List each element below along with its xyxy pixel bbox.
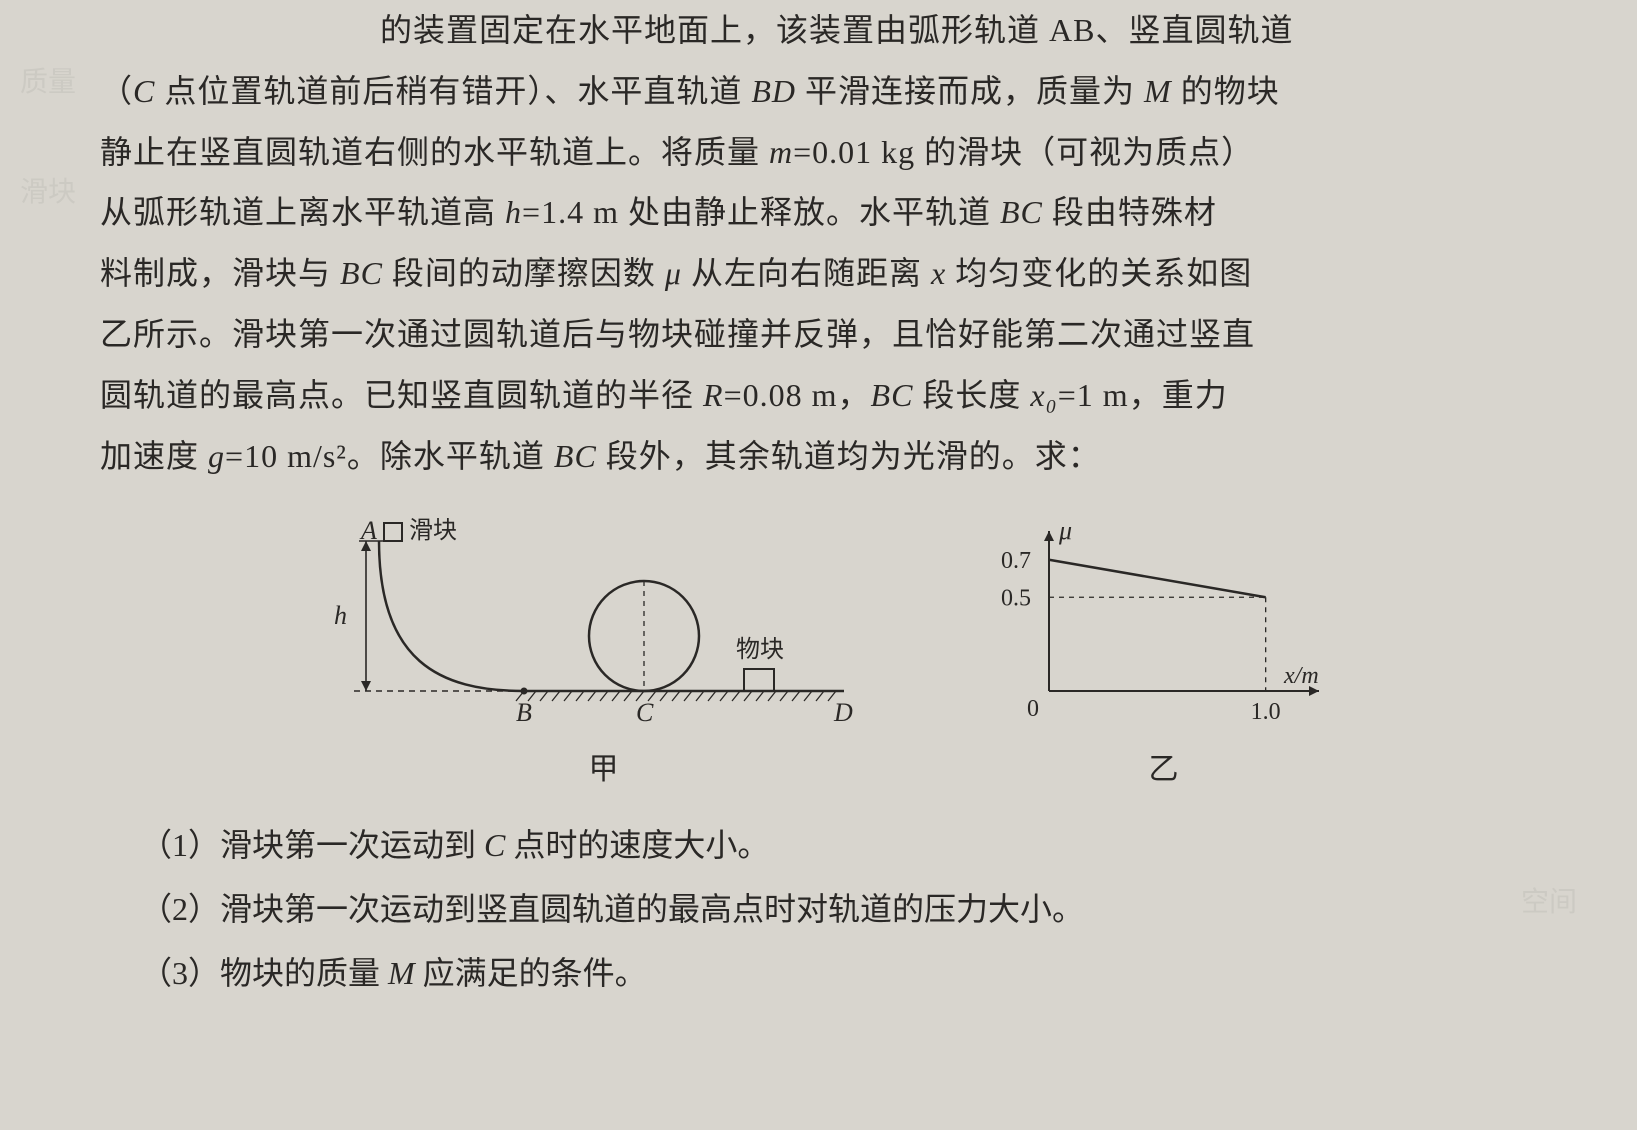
l4c: 段由特殊材 [1043, 194, 1217, 230]
svg-text:0.5: 0.5 [1001, 586, 1031, 612]
l5d: 均匀变化的关系如图 [946, 255, 1252, 291]
ghost-text: 滑块 [20, 170, 76, 210]
q1b: 点时的速度大小。 [505, 827, 769, 863]
svg-text:μ: μ [1058, 521, 1072, 545]
svg-text:0: 0 [1027, 696, 1039, 722]
sym-M: M [1144, 73, 1172, 109]
q3-M: M [388, 955, 415, 991]
l2b: 点位置轨道前后稍有错开）、水平直轨道 [155, 73, 751, 109]
l7a: 圆轨道的最高点。已知竖直圆轨道的半径 [100, 377, 703, 413]
svg-text:D: D [833, 698, 853, 727]
l8a: 加速度 [100, 438, 208, 474]
sym-BC2: BC [340, 255, 383, 291]
l7b: =0.08 m， [724, 377, 871, 413]
question-3: （3）物块的质量 M 应满足的条件。 [140, 941, 1577, 1005]
l7d: =1 m，重力 [1058, 377, 1228, 413]
l7c: 段长度 [913, 377, 1030, 413]
sym-R: R [703, 377, 724, 413]
sym-BC: BC [1000, 194, 1043, 230]
sym-x0: x₀ [1030, 377, 1057, 413]
q1a: （1）滑块第一次运动到 [140, 827, 484, 863]
svg-text:A: A [359, 516, 377, 545]
ghost-text: 质量 [20, 60, 76, 100]
question-2: （2）滑块第一次运动到竖直圆轨道的最高点时对轨道的压力大小。 [140, 877, 1577, 941]
sym-C: C [133, 73, 155, 109]
svg-text:C: C [636, 698, 654, 727]
diagram-1-caption: 甲 [324, 744, 884, 788]
sym-mu: μ [665, 255, 682, 291]
sym-g: g [208, 438, 225, 474]
diagrams-row: A 滑块 h B C D 物块 甲 0.7 0.5 0 1.0 μ x/m 乙 [100, 501, 1577, 788]
l3a: 静止在竖直圆轨道右侧的水平轨道上。将质量 [100, 134, 769, 170]
l8c: 段外，其余轨道均为光滑的。求： [597, 438, 1101, 474]
q3b: 应满足的条件。 [415, 955, 647, 991]
svg-text:1.0: 1.0 [1250, 699, 1280, 725]
svg-text:0.7: 0.7 [1001, 548, 1031, 574]
l4a: 从弧形轨道上离水平轨道高 [100, 194, 505, 230]
diagram-2-caption: 乙 [974, 744, 1354, 788]
questions-block: （1）滑块第一次运动到 C 点时的速度大小。 （2）滑块第一次运动到竖直圆轨道的… [100, 813, 1577, 1005]
sym-BC3: BC [871, 377, 914, 413]
l5b: 段间的动摩擦因数 [383, 255, 665, 291]
l6: 乙所示。滑块第一次通过圆轨道后与物块碰撞并反弹，且恰好能第二次通过竖直 [100, 316, 1255, 352]
svg-text:x/m: x/m [1283, 663, 1319, 689]
problem-text: 的装置固定在水平地面上，该装置由弧形轨道 AB、竖直圆轨道 （C 点位置轨道前后… [100, 0, 1577, 486]
svg-text:B: B [516, 698, 532, 727]
l2a: （ [100, 73, 133, 109]
l2d: 的物块 [1172, 73, 1280, 109]
l5a: 料制成，滑块与 [100, 255, 340, 291]
sym-h: h [505, 194, 522, 230]
l8b: =10 m/s²。除水平轨道 [225, 438, 554, 474]
l5c: 从左向右随距离 [682, 255, 931, 291]
sym-x: x [931, 255, 946, 291]
l4b: =1.4 m 处由静止释放。水平轨道 [522, 194, 1000, 230]
svg-text:h: h [334, 601, 347, 630]
sym-BC4: BC [554, 438, 597, 474]
sym-BD: BD [751, 73, 796, 109]
diagram-2-wrap: 0.7 0.5 0 1.0 μ x/m 乙 [974, 521, 1354, 788]
line1: 的装置固定在水平地面上，该装置由弧形轨道 AB、竖直圆轨道 [100, 12, 1293, 48]
question-1: （1）滑块第一次运动到 C 点时的速度大小。 [140, 813, 1577, 877]
svg-text:物块: 物块 [736, 636, 784, 663]
sym-m: m [769, 134, 793, 170]
l3b: =0.01 kg 的滑块（可视为质点） [793, 134, 1254, 170]
diagram-1-svg: A 滑块 h B C D 物块 [324, 501, 884, 731]
q3a: （3）物块的质量 [140, 955, 388, 991]
diagram-1-wrap: A 滑块 h B C D 物块 甲 [324, 501, 884, 788]
svg-text:滑块: 滑块 [409, 517, 457, 544]
diagram-2-svg: 0.7 0.5 0 1.0 μ x/m [974, 521, 1354, 731]
q1-C: C [484, 827, 505, 863]
l2c: 平滑连接而成，质量为 [796, 73, 1144, 109]
